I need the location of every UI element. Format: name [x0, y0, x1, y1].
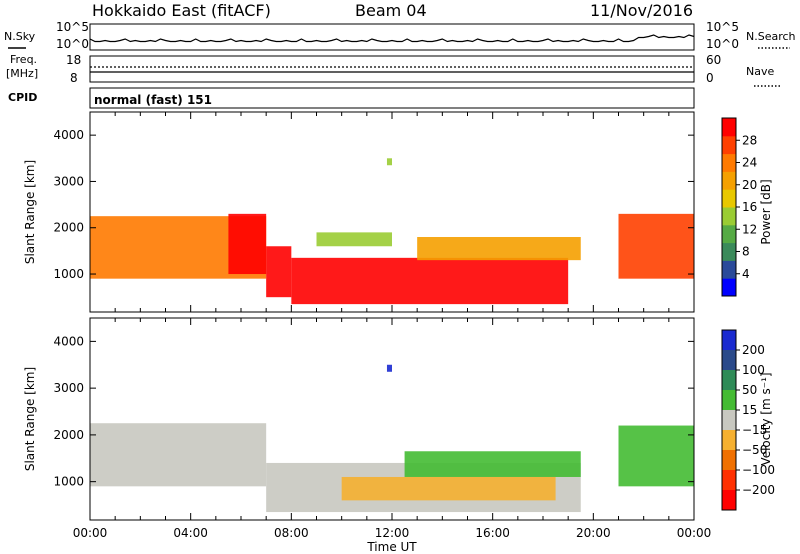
velocity-colorbar-label: Velocity [m s⁻¹]	[759, 372, 773, 465]
colorbar-swatch	[722, 430, 736, 451]
colorbar-swatch	[722, 390, 736, 411]
colorbar-swatch	[722, 470, 736, 491]
freq-panel: Freq. [MHz] 18 8 60 0 Nave	[6, 53, 780, 87]
freq-label: Freq.	[10, 53, 37, 66]
power-ylabel: Slant Range [km]	[23, 160, 37, 264]
power-y-tick-label: 2000	[53, 221, 84, 235]
x-tick-label: 12:00	[375, 526, 410, 540]
velocity-panel: 1000 2000 3000 4000 Slant Range [km]	[23, 317, 695, 521]
colorbar-tick-label: 8	[742, 245, 750, 259]
power-data-band	[618, 213, 694, 279]
noise-sky-line	[89, 34, 695, 43]
xlabel: Time UT	[366, 540, 417, 554]
colorbar-swatch	[722, 330, 736, 351]
beam-label: Beam 04	[355, 1, 427, 20]
x-tick-label: 00:00	[677, 526, 712, 540]
vel-data-band	[341, 476, 556, 501]
freq-right-tick-bottom: 0	[706, 71, 714, 85]
nsky-label: N.Sky	[4, 30, 36, 43]
velocity-colorbar: 200 100 50 15 −15 −50 −100 −200	[721, 329, 775, 511]
cpid-panel: CPID normal (fast) 151	[8, 87, 695, 109]
colorbar-swatch	[722, 370, 736, 391]
freq-unit-label: [MHz]	[6, 67, 38, 80]
plot-title: Hokkaido East (fitACF)	[92, 1, 271, 20]
colorbar-tick-label: 50	[742, 383, 757, 397]
power-y-tick-label: 4000	[53, 128, 84, 142]
colorbar-tick-label: −100	[742, 463, 775, 477]
vel-data-band	[618, 425, 694, 487]
nsearch-label: N.Search	[746, 30, 796, 43]
colorbar-swatch	[722, 242, 736, 261]
date-label: 11/Nov/2016	[590, 1, 693, 20]
colorbar-tick-label: 12	[742, 222, 757, 236]
colorbar-swatch	[722, 350, 736, 371]
colorbar-swatch	[722, 189, 736, 208]
x-tick-label: 00:00	[73, 526, 108, 540]
x-tick-label: 16:00	[475, 526, 510, 540]
vel-data-band	[90, 423, 267, 487]
colorbar-tick-label: −200	[742, 483, 775, 497]
velocity-ylabel: Slant Range [km]	[23, 367, 37, 471]
colorbar-tick-label: 24	[742, 156, 757, 170]
x-tick-label: 20:00	[576, 526, 611, 540]
vel-y-tick-label: 1000	[53, 475, 84, 489]
colorbar-swatch	[722, 153, 736, 172]
colorbar-swatch	[722, 490, 736, 511]
colorbar-swatch	[722, 278, 736, 297]
vel-data-band	[404, 451, 581, 477]
colorbar-tick-label: 200	[742, 343, 765, 357]
colorbar-swatch	[722, 450, 736, 471]
vel-y-tick-label: 4000	[53, 334, 84, 348]
vel-data-band	[386, 364, 392, 372]
colorbar-swatch	[722, 118, 736, 137]
cpid-label: CPID	[8, 91, 37, 104]
colorbar-tick-label: 16	[742, 200, 757, 214]
power-panel: 1000 2000 3000 4000 Slant Range [km]	[23, 111, 695, 313]
noise-right-tick-top: 10^5	[706, 20, 739, 34]
vel-y-tick-label: 3000	[53, 381, 84, 395]
colorbar-tick-label: −50	[742, 443, 767, 457]
colorbar-tick-label: 4	[742, 267, 750, 281]
power-data-band	[417, 237, 581, 261]
power-y-tick-label: 3000	[53, 174, 84, 188]
power-colorbar: 4 8 12 16 20 24 28	[721, 117, 757, 297]
colorbar-tick-label: 100	[742, 363, 765, 377]
colorbar-tick-label: −15	[742, 423, 767, 437]
power-data-band	[386, 158, 392, 166]
freq-left-tick-top: 18	[66, 53, 81, 67]
power-y-tick-label: 1000	[53, 267, 84, 281]
colorbar-swatch	[722, 135, 736, 155]
power-data-band	[228, 213, 267, 275]
noise-panel: N.Sky 10^5 10^0 10^5 10^0 N.Search	[4, 20, 796, 51]
colorbar-swatch	[722, 260, 736, 279]
colorbar-tick-label: 20	[742, 178, 757, 192]
colorbar-tick-label: 28	[742, 133, 757, 147]
colorbar-swatch	[722, 224, 736, 244]
power-colorbar-label: Power [dB]	[759, 179, 773, 244]
noise-left-tick-top: 10^5	[56, 20, 89, 34]
colorbar-swatch	[722, 207, 736, 226]
cpid-value: normal (fast) 151	[94, 93, 212, 107]
power-data-band	[291, 257, 569, 305]
nave-label: Nave	[746, 65, 774, 78]
colorbar-swatch	[722, 171, 736, 190]
x-tick-label: 08:00	[274, 526, 309, 540]
freq-right-tick-top: 60	[706, 53, 721, 67]
colorbar-tick-label: 15	[742, 403, 757, 417]
power-data-band	[266, 246, 292, 298]
noise-right-tick-bottom: 10^0	[706, 37, 739, 51]
power-data-band	[316, 232, 392, 247]
noise-left-tick-bottom: 10^0	[56, 37, 89, 51]
freq-left-tick-bottom: 8	[70, 71, 78, 85]
x-tick-label: 04:00	[173, 526, 208, 540]
vel-y-tick-label: 2000	[53, 428, 84, 442]
colorbar-swatch	[722, 410, 736, 431]
